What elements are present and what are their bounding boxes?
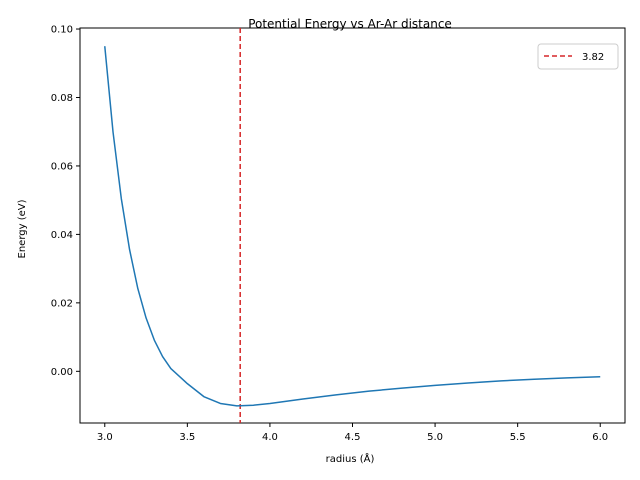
y-tick-label: 0.02 [51,298,73,309]
x-tick-label: 4.0 [262,432,278,443]
x-tick-label: 3.0 [97,432,113,443]
x-axis-title: radius (Å) [326,452,375,465]
x-tick-label: 3.5 [179,432,195,443]
y-tick-label: 0.10 [51,25,73,36]
x-axis-ticks: 3.0 3.5 4.0 4.5 5.0 5.5 6.0 [97,423,608,443]
y-axis-title: Energy (eV) [17,199,28,258]
x-tick-label: 5.0 [427,432,443,443]
x-tick-label: 6.0 [592,432,608,443]
chart-title: Potential Energy vs Ar-Ar distance [248,17,452,31]
energy-curve [104,46,601,407]
legend-label: 3.82 [582,52,604,63]
x-tick-label: 5.5 [510,432,526,443]
legend-box [537,43,619,70]
y-tick-label: 0.06 [51,161,73,172]
y-tick-label: 0.04 [51,230,73,241]
y-tick-label: 0.08 [51,93,73,104]
y-axis-ticks: 0.00 0.02 0.04 0.06 0.08 0.10 [51,25,80,378]
legend: 3.82 [537,43,619,70]
y-tick-label: 0.00 [51,367,73,378]
x-tick-label: 4.5 [345,432,361,443]
